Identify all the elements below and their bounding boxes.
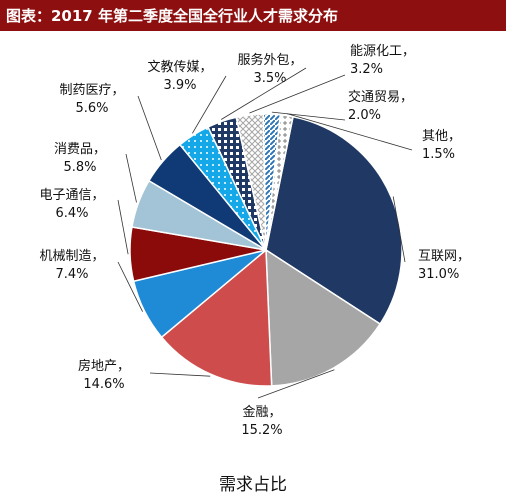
- pie-slice: [265, 113, 294, 251]
- leader-line: [117, 199, 129, 255]
- leader-line: [192, 75, 227, 134]
- title-bar: 图表：2017 年第二季度全国全行业人才需求分布: [0, 0, 506, 31]
- slice-name-label: 电子通信，: [39, 188, 104, 203]
- slice-name-label: 文教传媒，: [147, 59, 212, 75]
- slice-name-label: 房地产，: [78, 358, 130, 374]
- pie-slice: [265, 248, 382, 387]
- slice-value-label: 31.0%: [418, 267, 459, 282]
- leader-line: [392, 196, 406, 263]
- slice-name-label: 互联网，: [418, 249, 470, 264]
- chart-title: 图表：2017 年第二季度全国全行业人才需求分布: [6, 7, 338, 25]
- slice-value-label: 3.2%: [350, 62, 383, 77]
- leader-line: [117, 261, 143, 312]
- chart-caption: 需求占比: [219, 475, 287, 495]
- leader-line: [220, 67, 307, 120]
- leader-line: [137, 95, 162, 161]
- leader-line: [286, 113, 413, 151]
- leader-line: [257, 369, 335, 399]
- pie-slice: [160, 248, 273, 387]
- pie-slice: [265, 115, 403, 326]
- slice-value-label: 2.0%: [348, 108, 381, 123]
- slice-value-label: 5.6%: [75, 101, 108, 116]
- slice-name-label: 服务外包，: [237, 52, 302, 68]
- slice-name-label: 制药医疗，: [59, 83, 124, 98]
- slice-value-label: 3.9%: [163, 78, 196, 93]
- slice-name-label: 其他，: [422, 129, 461, 144]
- slice-name-label: 消费品，: [54, 142, 106, 157]
- leader-line: [271, 111, 346, 121]
- slice-name-label: 能源化工，: [350, 44, 415, 59]
- slice-value-label: 15.2%: [241, 423, 282, 438]
- slice-value-label: 5.8%: [63, 160, 96, 175]
- slice-name-label: 机械制造，: [39, 249, 104, 264]
- leader-line: [125, 153, 137, 203]
- leader-line: [149, 372, 211, 377]
- slice-value-label: 1.5%: [422, 147, 455, 162]
- slice-name-label: 交通贸易，: [348, 89, 413, 105]
- slice-value-label: 3.5%: [253, 71, 286, 86]
- slice-name-label: 金融，: [242, 404, 281, 420]
- leader-line: [249, 74, 346, 114]
- slice-value-label: 6.4%: [55, 206, 88, 221]
- slice-value-label: 14.6%: [83, 377, 124, 392]
- slice-value-label: 7.4%: [55, 267, 88, 282]
